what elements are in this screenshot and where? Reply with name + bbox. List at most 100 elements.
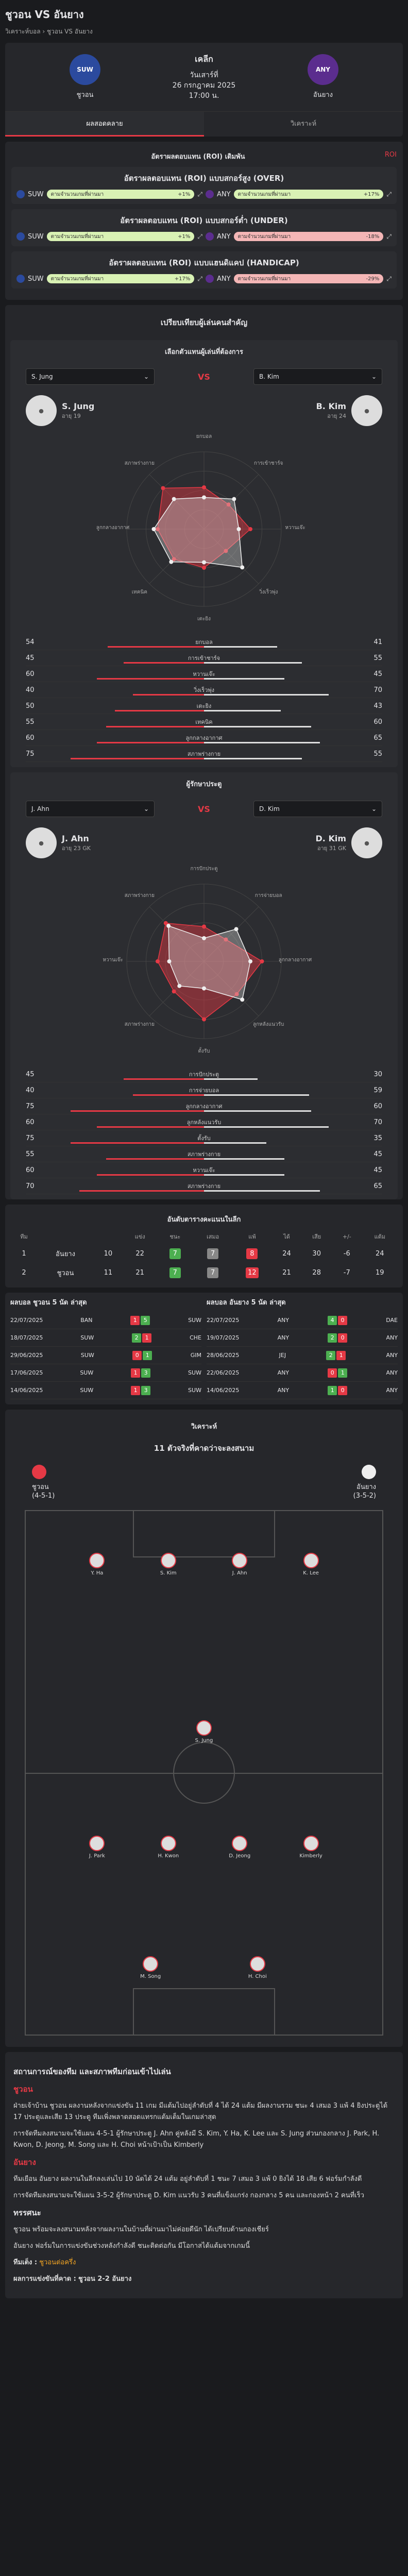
- radar-point: [202, 560, 206, 565]
- roi-link[interactable]: ROI: [384, 151, 397, 159]
- radar-label: สภาพร่างกาย: [125, 461, 155, 466]
- recent-row[interactable]: 29/06/2025 SUW 0 1 GIM: [10, 1347, 201, 1364]
- recent-row[interactable]: 22/07/2025 ANY 4 0 DAE: [207, 1312, 398, 1329]
- radar-point: [236, 527, 241, 531]
- recent-row[interactable]: 14/06/2025 ANY 1 0 ANY: [207, 1382, 398, 1399]
- analysis-p6: อันยาง ฟอร์มในการแข่งขันช่วงหลังกำลังดี …: [13, 2242, 250, 2250]
- radar-label: สภาพร่างกาย: [125, 893, 155, 899]
- recent-row[interactable]: 19/07/2025 ANY 2 0 ANY: [207, 1329, 398, 1347]
- avatar: ●: [26, 395, 57, 426]
- radar-axis: [203, 474, 259, 530]
- stat-left: 40: [26, 686, 35, 694]
- lineup-player[interactable]: M. Song: [127, 1956, 174, 1979]
- radar-point: [163, 921, 168, 925]
- stat-name: สภาพร่างกาย: [187, 1183, 221, 1190]
- left-gk-select[interactable]: J. Ahn ⌄: [26, 801, 155, 817]
- lineup-player[interactable]: J. Park: [74, 1835, 120, 1859]
- roi-half: ANY ตามจำนวนเกมที่ผ่านมา -18% ⤢: [206, 232, 392, 241]
- stat-bar-left: [106, 726, 204, 727]
- radar-axis: [203, 906, 259, 962]
- avatar: ●: [351, 395, 382, 426]
- stat-bar-right: [204, 742, 320, 743]
- compare-title: เปรียบเทียบผู้เล่นคนสำคัญ: [160, 318, 248, 327]
- score-b: 1: [338, 1368, 348, 1378]
- lineup-player[interactable]: S. Jung: [181, 1720, 227, 1743]
- expand-icon[interactable]: ⤢: [386, 190, 392, 198]
- expand-icon[interactable]: ⤢: [197, 190, 202, 198]
- lineup-player[interactable]: H. Kwon: [145, 1835, 192, 1859]
- roi-team: SUW: [28, 275, 44, 283]
- stat-row: 75 ตั้งรับ 35: [26, 1130, 382, 1146]
- lineup-player[interactable]: Kimberly: [288, 1835, 334, 1859]
- stat-bar-right: [204, 1158, 284, 1160]
- stat-right: 41: [373, 638, 382, 646]
- stat-bar-right: [204, 1126, 329, 1128]
- away-badge: ANY: [307, 54, 338, 85]
- radar-point: [156, 527, 160, 531]
- stat-right: 70: [373, 686, 382, 694]
- player-compare: เปรียบเทียบผู้เล่นคนสำคัญ เลือกตัวแทนผู้…: [5, 305, 403, 1199]
- lineup-player[interactable]: Y. Ha: [74, 1553, 120, 1576]
- player-avatar: [89, 1835, 105, 1851]
- expand-icon[interactable]: ⤢: [386, 275, 392, 282]
- table-cell: 8: [232, 1244, 272, 1263]
- roi-team: SUW: [28, 190, 44, 198]
- recent-row[interactable]: 28/06/2025 JEJ 2 1 ANY: [207, 1347, 398, 1364]
- lineup-player[interactable]: K. Lee: [288, 1553, 334, 1576]
- table-cell: อันยาง: [38, 1244, 93, 1263]
- p1-section-title: เลือกตัวแทนผู้เล่นที่ต้องการ: [165, 348, 243, 356]
- right-player-select[interactable]: B. Kim ⌄: [253, 368, 382, 385]
- right-gk-select[interactable]: D. Kim ⌄: [253, 801, 382, 817]
- table-value: 8: [246, 1248, 258, 1259]
- player-name: D. Jeong: [229, 1853, 251, 1859]
- analysis-h1: สถานการณ์ของทีม และสภาพทีมก่อนเข้าไปเล่น: [13, 2067, 171, 2076]
- lineup-player[interactable]: H. Choi: [234, 1956, 281, 1979]
- stat-row: 60 ลูกหลังแนวรับ 70: [26, 1114, 382, 1130]
- recent-row[interactable]: 17/06/2025 SUW 1 3 SUW: [10, 1364, 201, 1382]
- tab-analysis[interactable]: วิเคราะห์: [290, 120, 317, 128]
- roi-value: -18%: [366, 233, 380, 240]
- expand-icon[interactable]: ⤢: [386, 232, 392, 240]
- table-value: อันยาง: [56, 1250, 75, 1258]
- score-a: 0: [132, 1350, 142, 1360]
- radar-label: เตะยิง: [197, 616, 211, 622]
- stat-bar-left: [106, 1158, 204, 1160]
- radar-label: หวานเจ๊ะ: [285, 524, 305, 531]
- recent-row[interactable]: 18/07/2025 SUW 2 1 CHE: [10, 1329, 201, 1347]
- tip-label: ทีมเต็ง :: [13, 2259, 38, 2266]
- radar-point: [202, 495, 206, 500]
- stat-bar-left: [97, 1174, 204, 1176]
- table-title: อันดับตารางคะแนนในลีก: [167, 1216, 241, 1224]
- expand-icon[interactable]: ⤢: [197, 232, 202, 240]
- pitch: Y. Ha S. Kim J. Ahn K. Lee S. Jung J. Park H. …: [25, 1510, 383, 2036]
- recent-row[interactable]: 14/06/2025 SUW 1 3 SUW: [10, 1382, 201, 1399]
- breadcrumb[interactable]: วิเคราะห์บอล › ชูวอน VS อันยาง: [5, 28, 93, 35]
- lineup-player[interactable]: J. Ahn: [216, 1553, 263, 1576]
- stat-name: วิ่งเร็วพุ่ง: [193, 687, 215, 693]
- recent-team-b: ANY: [386, 1387, 398, 1394]
- home-recent-title: ผลบอล ชูวอน 5 นัด ล่าสุด: [10, 1299, 87, 1307]
- expand-icon[interactable]: ⤢: [197, 275, 202, 282]
- player-avatar: [196, 1720, 212, 1736]
- table-row[interactable]: 1 อันยาง 10 22 7 7 8 24 30 -6 24: [10, 1244, 398, 1263]
- recent-row[interactable]: 22/07/2025 BAN 1 5 SUW: [10, 1312, 201, 1329]
- radar-axis: [203, 961, 259, 1016]
- radar-point: [202, 924, 206, 929]
- table-cell: 22: [123, 1244, 157, 1263]
- radar-label: เทคนิค: [132, 589, 147, 595]
- radar-label: ตั้งรับ: [198, 1047, 210, 1054]
- radar-point: [177, 984, 182, 988]
- lineup-player[interactable]: S. Kim: [145, 1553, 192, 1576]
- stat-bar-left: [97, 742, 204, 743]
- recent-row[interactable]: 22/06/2025 ANY 0 1 ANY: [207, 1364, 398, 1382]
- roi-row: SUW ตามจำนวนเกมที่ผ่านมา +1% ⤢ ANY ตามจำนวนเก…: [16, 190, 392, 199]
- table-row[interactable]: 2 ชูวอน 11 21 7 7 12 21 28 -7 19: [10, 1263, 398, 1282]
- table-cell: 12: [232, 1263, 272, 1282]
- stat-left: 75: [26, 750, 35, 758]
- stat-bar-left: [70, 758, 204, 759]
- score-b: 0: [338, 1315, 348, 1325]
- lineup-player[interactable]: D. Jeong: [216, 1835, 263, 1859]
- left-player-select[interactable]: S. Jung ⌄: [26, 368, 155, 385]
- tab-h2h[interactable]: ผลสอดคลาย: [5, 112, 204, 137]
- table-cell: 2: [10, 1263, 38, 1282]
